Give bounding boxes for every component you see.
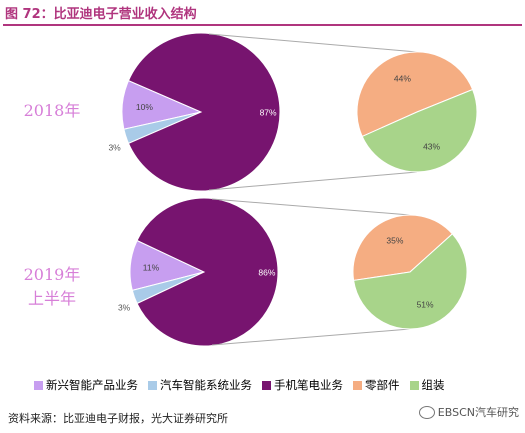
breakdown-1-label-2: 43% xyxy=(423,142,440,152)
pie-2-label-3: 86% xyxy=(258,268,275,278)
watermark: EBSCN汽车研究 xyxy=(418,404,519,420)
pie-1: 10% 3% 87% xyxy=(108,32,418,192)
breakdown-2-slice-2 xyxy=(353,233,468,330)
pie-1-label-1: 10% xyxy=(136,102,153,112)
pie-title-line-1: 2019年 xyxy=(23,265,81,284)
wechat-icon xyxy=(418,405,435,419)
legend-label: 手机笔电业务 xyxy=(274,378,343,392)
source-note: 资料来源：比亚迪电子财报，光大证券研究所 xyxy=(8,412,228,425)
pie-title-2019h1: 2019年 上半年 xyxy=(12,263,92,311)
legend-item-5: 组装 xyxy=(409,377,445,393)
legend-item-2: 汽车智能系统业务 xyxy=(148,377,252,393)
breakdown-pie-2: 35% 51% xyxy=(352,214,468,330)
breakdown-1-slice-2 xyxy=(361,88,478,173)
legend-item-4: 零部件 xyxy=(353,377,400,393)
breakdown-2-slice-1 xyxy=(352,214,454,282)
pie-2-label-1: 11% xyxy=(143,263,160,273)
watermark-text: EBSCN汽车研究 xyxy=(437,406,519,419)
chart-legend: 新兴智能产品业务 汽车智能系统业务 手机笔电业务 零部件 组装 xyxy=(34,376,514,394)
pie-1-slice-3 xyxy=(127,32,281,192)
legend-swatch xyxy=(34,380,43,390)
pie-title-line-2: 上半年 xyxy=(27,289,76,308)
legend-label: 汽车智能系统业务 xyxy=(160,378,252,392)
pie-1-label-2: 3% xyxy=(108,142,121,152)
breakdown-1-slice-1 xyxy=(356,51,474,138)
pie-1-label-3: 87% xyxy=(260,108,277,118)
legend-item-3: 手机笔电业务 xyxy=(262,377,343,393)
connector-top-1 xyxy=(208,33,418,53)
pie-of-pie-chart: 10% 3% 87% 44% 43% 11% 3% 86% 35% 51% xyxy=(108,32,478,347)
pie-2: 11% 3% 86% xyxy=(118,197,411,347)
legend-label: 零部件 xyxy=(365,378,400,392)
breakdown-2-label-2: 51% xyxy=(417,300,434,310)
pie-2-label-2: 3% xyxy=(118,303,131,313)
breakdown-2-label-1: 35% xyxy=(386,236,403,246)
legend-swatch xyxy=(409,380,419,390)
connector-bottom-1 xyxy=(208,171,418,191)
legend-swatch xyxy=(353,380,362,390)
breakdown-pie-1: 44% 43% xyxy=(356,51,478,173)
connector-bottom-2 xyxy=(211,328,411,346)
title-divider xyxy=(3,24,522,26)
figure-title: 图 72：比亚迪电子营业收入结构 xyxy=(5,7,197,22)
legend-swatch xyxy=(262,380,271,390)
pie-title-2018: 2018年 xyxy=(23,101,81,120)
legend-swatch xyxy=(148,380,157,390)
connector-top-2 xyxy=(211,198,411,216)
legend-item-1: 新兴智能产品业务 xyxy=(34,377,138,393)
pie-2-slice-3 xyxy=(136,197,279,347)
breakdown-1-label-1: 44% xyxy=(394,73,411,83)
legend-label: 新兴智能产品业务 xyxy=(46,378,138,392)
legend-label: 组装 xyxy=(421,378,445,392)
